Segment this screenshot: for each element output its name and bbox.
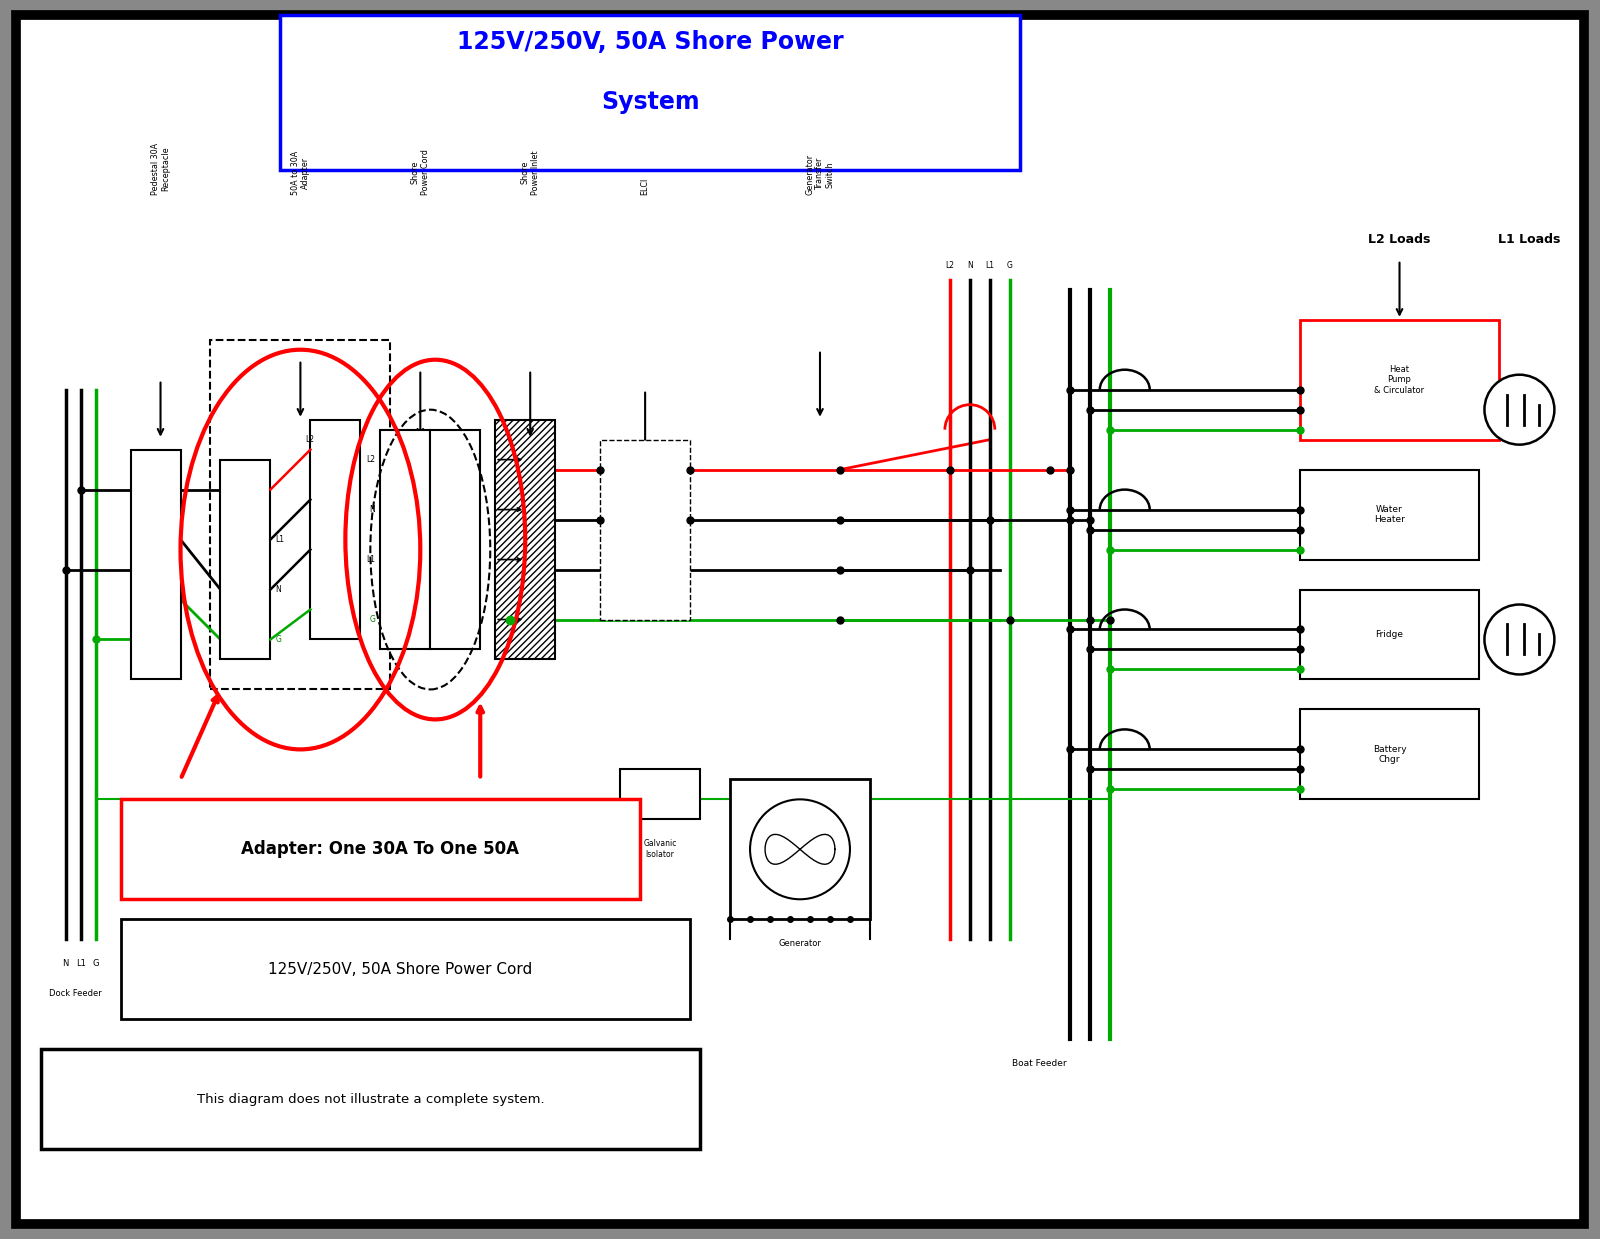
Circle shape [1485,605,1554,674]
Text: N: N [275,585,282,593]
Bar [131,450,181,679]
Text: 50A to 30A
Adapter: 50A to 30A Adapter [291,151,310,195]
Text: System: System [602,90,699,114]
Bar [310,420,360,639]
Bar [730,779,870,919]
Text: L1: L1 [75,959,85,968]
Text: Fridge: Fridge [1376,629,1403,639]
Text: Generator: Generator [779,939,821,948]
Text: Generator
Transfer
Switch: Generator Transfer Switch [805,154,835,195]
Text: L1: L1 [366,555,376,564]
Text: L1: L1 [275,535,285,544]
Text: 125V/250V, 50A Shore Power Cord: 125V/250V, 50A Shore Power Cord [269,961,533,976]
Text: Battery
Chgr: Battery Chgr [1373,745,1406,764]
Bar [120,799,640,900]
Bar [1299,590,1480,679]
Text: G: G [275,634,282,644]
Text: Water
Heater: Water Heater [1374,504,1405,524]
Bar [1299,710,1480,799]
Text: L1 Loads: L1 Loads [1498,233,1560,247]
Bar [621,769,701,819]
Text: Pedestal 30A
Receptacle: Pedestal 30A Receptacle [150,142,170,195]
Text: 125V/250V, 50A Shore Power: 125V/250V, 50A Shore Power [458,30,843,55]
Text: L2: L2 [946,260,954,270]
Text: Heat
Pump
& Circulator: Heat Pump & Circulator [1374,364,1424,394]
Text: L1: L1 [986,260,994,270]
Bar [120,919,690,1020]
Text: G: G [93,959,99,968]
Bar [1299,320,1499,440]
Bar [496,420,555,659]
Bar [430,430,480,649]
Bar [381,430,430,649]
Bar [600,440,690,620]
Text: G: G [1006,260,1013,270]
Text: L2 Loads: L2 Loads [1368,233,1430,247]
Bar [1299,470,1480,560]
Circle shape [750,799,850,900]
Text: N: N [62,959,69,968]
Text: ELCI: ELCI [640,177,650,195]
Bar [221,460,270,659]
Circle shape [1485,374,1554,445]
Text: Dock Feeder: Dock Feeder [50,989,102,999]
Text: Shore
Power Cord: Shore Power Cord [411,149,430,195]
Text: This diagram does not illustrate a complete system.: This diagram does not illustrate a compl… [197,1093,544,1105]
Text: G: G [370,615,376,624]
Text: N: N [966,260,973,270]
Text: N: N [370,506,376,514]
Text: Galvanic
Isolator: Galvanic Isolator [643,839,677,859]
Bar [40,1049,701,1149]
Bar [280,15,1019,170]
Bar [211,339,390,689]
Text: L2: L2 [306,435,314,444]
Text: Boat Feeder: Boat Feeder [1013,1059,1067,1068]
Text: Adapter: One 30A To One 50A: Adapter: One 30A To One 50A [242,840,520,859]
Text: Shore
Power Inlet: Shore Power Inlet [520,150,539,195]
Text: L2: L2 [366,455,376,465]
